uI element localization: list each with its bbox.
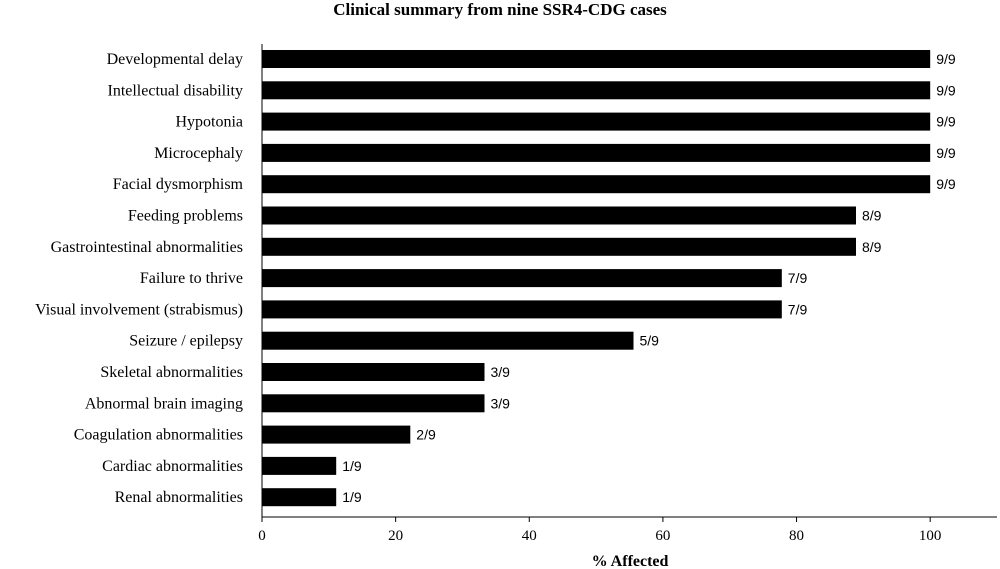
category-label: Skeletal abnormalities [100, 364, 243, 381]
bar-14 [262, 488, 337, 507]
bar-6 [262, 237, 856, 256]
bar-13 [262, 456, 337, 475]
category-label: Hypotonia [175, 114, 243, 131]
category-labels: Developmental delay Intellectual disabili… [35, 51, 243, 506]
bar-9 [262, 331, 634, 350]
category-label: Microcephaly [154, 145, 243, 162]
data-label: 9/9 [936, 145, 956, 161]
category-label: Coagulation abnormalities [74, 427, 243, 444]
bar-7 [262, 269, 782, 288]
x-tick-label: 40 [522, 528, 537, 544]
data-label: 5/9 [640, 333, 660, 349]
data-label: 1/9 [342, 489, 362, 505]
bar-0 [262, 50, 931, 68]
category-label: Feeding problems [128, 208, 243, 225]
x-tick-label: 20 [388, 528, 403, 544]
x-tick-label: 0 [258, 528, 266, 544]
data-label: 9/9 [936, 176, 956, 192]
data-label: 8/9 [862, 208, 882, 224]
data-labels: 9/9 9/9 9/9 9/9 9/9 8/9 8/9 7/9 7/9 5/9 3/9 3/9 2/9 1… [342, 51, 956, 505]
bar-1 [262, 81, 931, 100]
bar-2 [262, 112, 931, 131]
data-label: 9/9 [936, 82, 956, 98]
category-label: Abnormal brain imaging [85, 395, 243, 412]
category-label: Visual involvement (strabismus) [35, 301, 243, 318]
data-label: 9/9 [936, 51, 956, 67]
category-label: Gastrointestinal abnormalities [51, 239, 243, 256]
category-label: Seizure / epilepsy [129, 333, 243, 350]
bars-group [262, 50, 931, 507]
category-label: Failure to thrive [140, 270, 243, 287]
bar-10 [262, 363, 485, 381]
data-label: 3/9 [491, 395, 511, 411]
category-label: Facial dysmorphism [113, 176, 244, 193]
x-tick-label: 100 [919, 528, 942, 544]
category-label: Renal abnormalities [115, 489, 243, 506]
data-label: 3/9 [491, 364, 511, 380]
data-label: 8/9 [862, 239, 882, 255]
x-axis-title: % Affected [592, 553, 669, 569]
bar-4 [262, 175, 931, 194]
bar-12 [262, 425, 411, 444]
category-label: Intellectual disability [107, 82, 243, 99]
chart-title: Clinical summary from nine SSR4-CDG case… [333, 0, 667, 19]
x-ticks: 0 20 40 60 80 100 [258, 517, 941, 544]
data-label: 7/9 [788, 270, 808, 286]
x-tick-label: 80 [789, 528, 804, 544]
bar-5 [262, 206, 856, 225]
bar-8 [262, 300, 782, 319]
x-tick-label: 60 [655, 528, 670, 544]
data-label: 2/9 [416, 427, 436, 443]
bar-11 [262, 394, 485, 413]
data-label: 1/9 [342, 458, 362, 474]
category-label: Developmental delay [107, 51, 243, 68]
bar-3 [262, 143, 931, 162]
data-label: 7/9 [788, 301, 808, 317]
category-label: Cardiac abnormalities [102, 458, 243, 475]
data-label: 9/9 [936, 114, 956, 130]
